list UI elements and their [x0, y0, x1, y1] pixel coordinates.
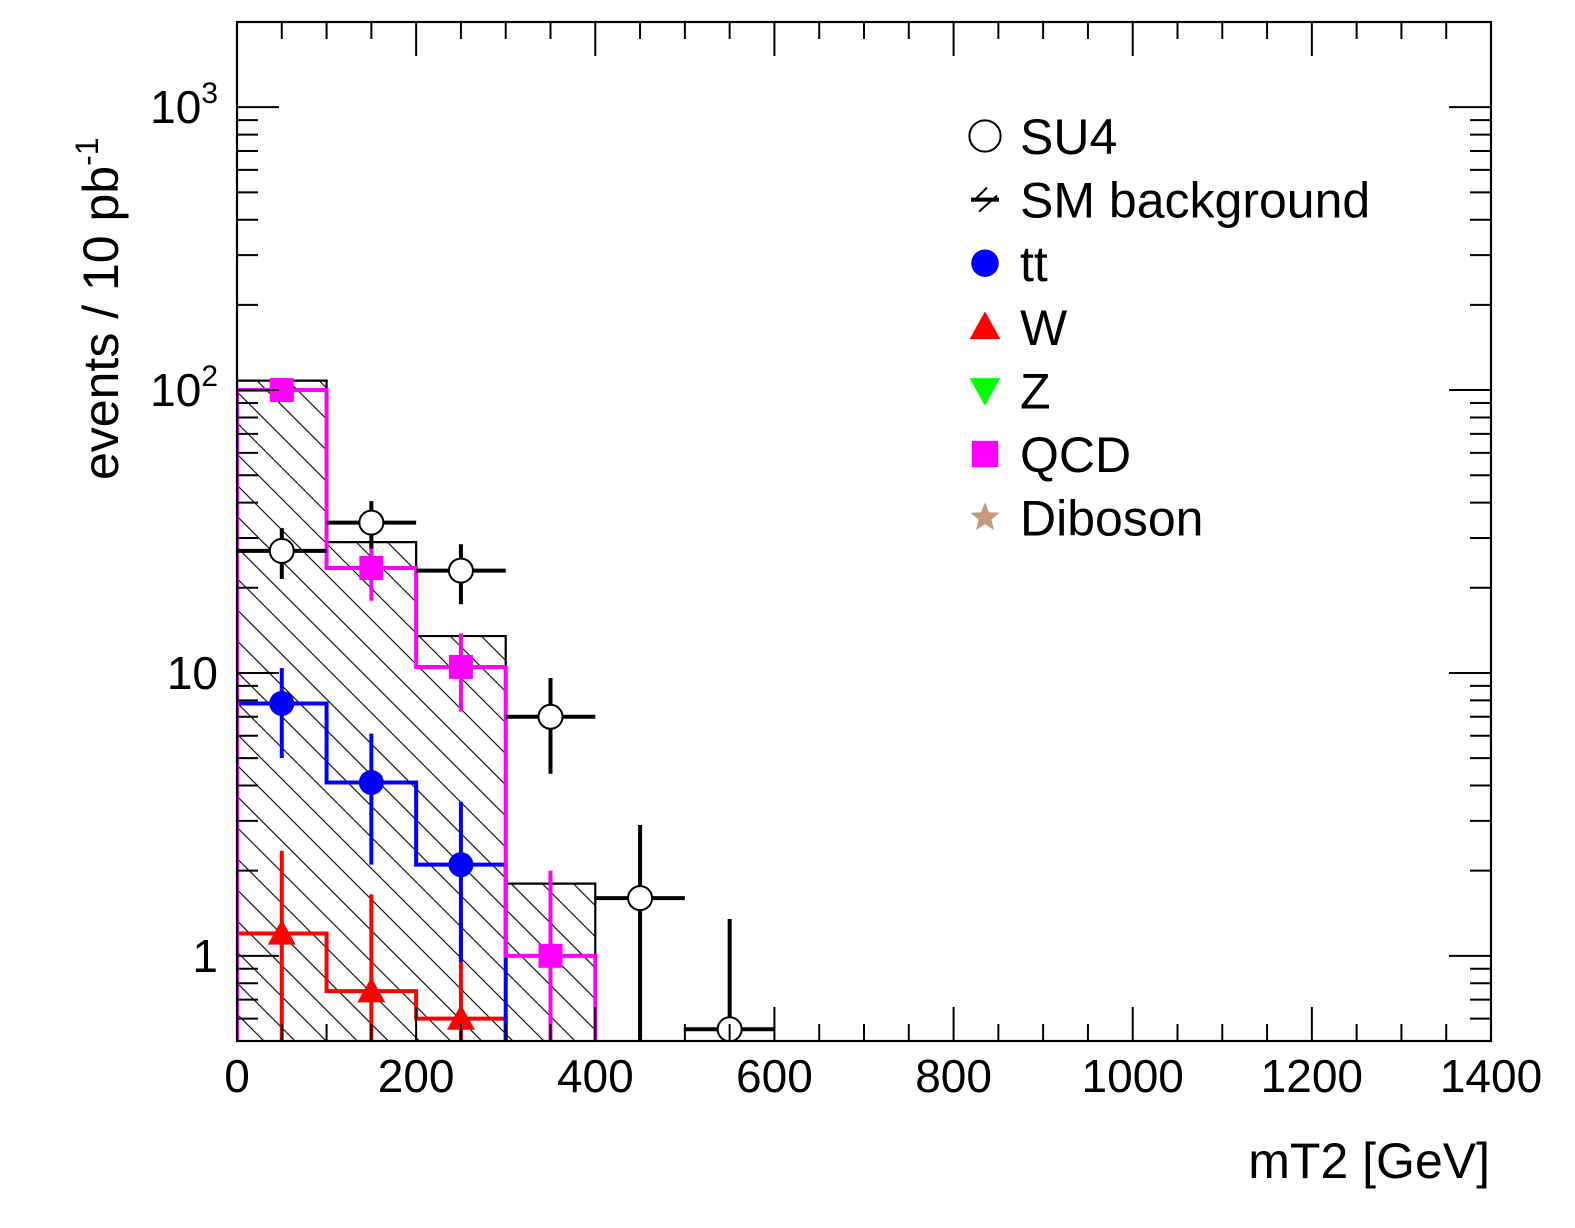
- x-tick-label: 400: [557, 1050, 634, 1102]
- x-tick-label: 1000: [1082, 1050, 1184, 1102]
- legend-su4-marker: [968, 119, 1002, 153]
- su4-point: [447, 557, 474, 584]
- x-tick-label: 800: [915, 1050, 992, 1102]
- legend-qcd-marker: [971, 440, 999, 468]
- w-step-line: [237, 931, 1491, 1041]
- legend-sm-background-label: SM background: [1020, 173, 1370, 229]
- legend-diboson-label: Diboson: [1020, 491, 1203, 547]
- qcd-point: [359, 555, 384, 580]
- x-tick-label: 1200: [1261, 1050, 1363, 1102]
- su4-point: [627, 885, 654, 912]
- legend-w-marker: [969, 311, 1001, 340]
- legend-qcd-label: QCD: [1020, 427, 1131, 483]
- su4-point: [268, 537, 295, 564]
- sm-background-histogram: [237, 379, 1491, 1041]
- tt-point: [358, 769, 384, 795]
- su4-point: [358, 509, 385, 536]
- legend-tt-label: tt: [1020, 236, 1048, 292]
- y-tick-label: 103: [150, 77, 218, 133]
- svg-text:events / 10 pb-1: events / 10 pb-1: [69, 137, 129, 480]
- y-axis-title-group: events / 10 pb-1: [69, 137, 129, 480]
- y-axis-title: events / 10 pb: [73, 166, 129, 480]
- w-point: [267, 919, 296, 945]
- x-tick-label: 1400: [1440, 1050, 1542, 1102]
- w-point: [446, 1004, 475, 1030]
- y-tick-label: 102: [150, 360, 218, 416]
- legend-sm-background-hatch: [972, 186, 988, 203]
- legend-w-label: W: [1020, 300, 1068, 356]
- tt-point: [269, 690, 295, 716]
- y-axis-title-superscript: -1: [69, 137, 105, 165]
- qcd-step-line: [237, 388, 1491, 1041]
- x-tick-label: 600: [736, 1050, 813, 1102]
- tt-point: [448, 852, 474, 878]
- x-axis-ticks: 0 200 400 600 800 1000 1200 1400: [224, 22, 1542, 1102]
- y-tick-label: 10: [167, 647, 218, 699]
- y-tick-label: 1: [192, 930, 218, 982]
- qcd-point: [538, 943, 563, 968]
- series-layer: [237, 378, 1491, 1041]
- legend-z-label: Z: [1020, 363, 1051, 419]
- legend: SU4 SM background tt WZ QCD Diboson: [968, 109, 1370, 547]
- sm-background-fill: [237, 379, 1491, 1041]
- qcd-point: [448, 654, 473, 679]
- legend-tt-marker: [971, 249, 999, 277]
- legend-sm-background-hatch: [978, 194, 998, 213]
- legend-su4-label: SU4: [1020, 109, 1117, 165]
- y-axis-ticks: 1 10 102 103: [150, 21, 1491, 1042]
- legend-z-marker: [969, 378, 1001, 406]
- w-point: [357, 977, 386, 1003]
- su4-point: [537, 703, 564, 730]
- x-axis-title: mT2 [GeV]: [1248, 1133, 1490, 1189]
- x-tick-label: 0: [224, 1050, 250, 1102]
- tt-step-line: [237, 701, 1491, 1041]
- x-tick-label: 200: [378, 1050, 455, 1102]
- legend-diboson-marker: [970, 502, 1000, 531]
